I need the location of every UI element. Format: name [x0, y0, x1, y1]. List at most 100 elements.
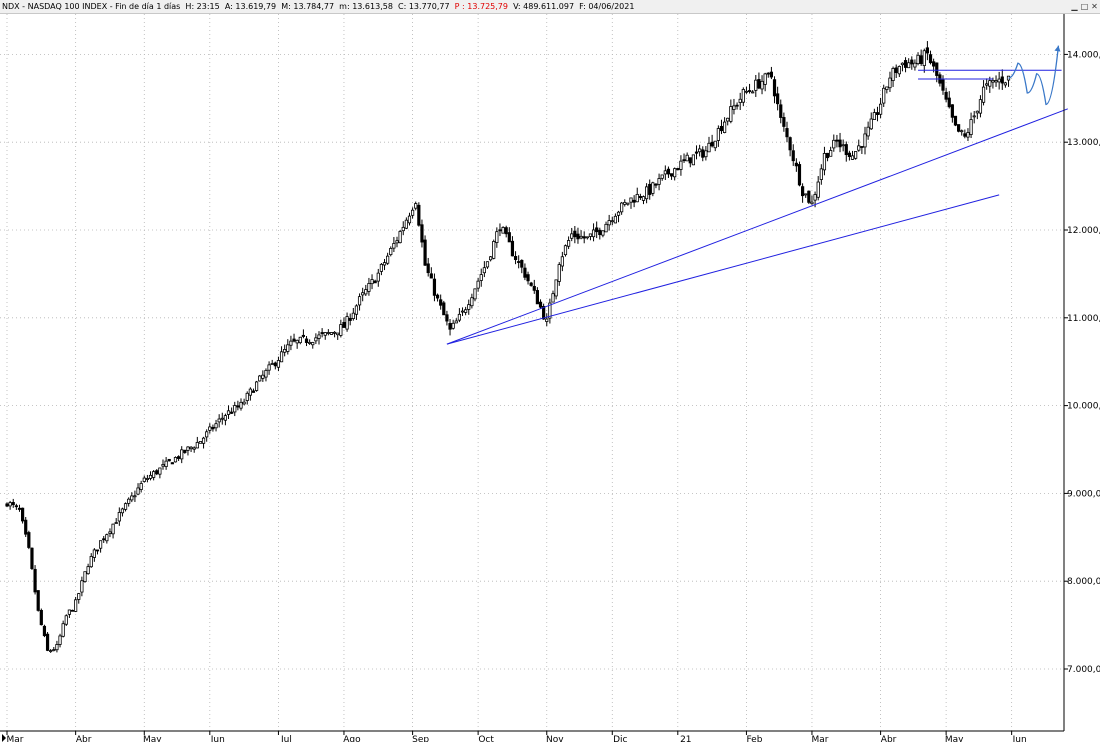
candle-body — [829, 150, 833, 157]
candle-body — [535, 290, 540, 305]
candle-body — [573, 230, 577, 238]
candle-body — [913, 62, 917, 68]
candle-body — [164, 460, 168, 467]
candle-body — [985, 83, 989, 86]
candle-body — [242, 401, 246, 405]
candle-body — [239, 401, 243, 409]
candle-body — [560, 256, 564, 267]
close-icon[interactable]: ✕ — [1091, 2, 1098, 11]
candle-body — [220, 417, 224, 420]
candle-body — [120, 508, 125, 514]
candle-body — [311, 342, 315, 346]
candle-body — [513, 256, 518, 260]
candle-body — [732, 105, 736, 110]
candle-body — [854, 151, 858, 159]
candle-body — [476, 280, 480, 289]
candle-body — [283, 349, 287, 353]
candle-body — [370, 279, 374, 285]
candle-body — [963, 133, 967, 137]
candle-body — [74, 599, 78, 612]
candle-body — [582, 236, 586, 239]
candle-body — [988, 80, 992, 87]
candle-body — [230, 411, 234, 414]
candle-body — [910, 59, 914, 65]
candle-body — [604, 223, 608, 233]
candle-body — [414, 203, 418, 209]
candle-body — [395, 240, 399, 244]
candle-body — [841, 144, 845, 147]
candle-body — [27, 532, 31, 548]
candle-body — [676, 168, 680, 171]
candle-body — [941, 79, 945, 91]
candle-body — [55, 644, 59, 651]
candle-body — [523, 267, 527, 278]
scroll-left-icon[interactable] — [2, 734, 6, 742]
candle-body — [994, 80, 998, 83]
candle-body — [978, 99, 983, 114]
candle-body — [591, 229, 596, 238]
candle-body — [145, 478, 149, 480]
candle-body — [969, 119, 973, 135]
chart-grid — [0, 14, 1064, 731]
header-name: NASDAQ 100 INDEX — [27, 2, 108, 11]
x-tick-label: Abr — [881, 735, 897, 742]
candle-body — [863, 133, 867, 148]
candle-body — [485, 261, 490, 268]
candle-body — [226, 410, 231, 415]
candle-body — [682, 159, 686, 162]
trendline[interactable] — [446, 194, 1000, 345]
y-tick-label: 13.000,00 — [1067, 138, 1100, 148]
candle-body — [379, 263, 384, 272]
candle-body — [89, 556, 93, 568]
maximize-icon[interactable]: □ — [1080, 2, 1089, 11]
candle-body — [623, 201, 627, 205]
candle-body — [538, 301, 543, 308]
candle-body — [997, 78, 1001, 83]
x-tick-label: Feb — [746, 735, 762, 742]
x-tick-label: Jun — [1012, 735, 1027, 742]
candle-body — [903, 60, 908, 68]
candle-body — [972, 115, 976, 118]
candle-body — [83, 571, 87, 583]
candle-body — [813, 194, 817, 201]
candle-body — [329, 332, 334, 335]
candle-body — [501, 227, 505, 234]
candle-body — [691, 154, 696, 166]
candle-body — [30, 547, 34, 569]
header-volume: V: 489.611.097 — [513, 2, 575, 11]
candle-body — [298, 336, 302, 344]
candle-body — [641, 196, 646, 201]
candle-body — [526, 274, 530, 282]
header-period: Fin de día 1 días — [115, 2, 181, 11]
candle-body — [389, 248, 393, 256]
candle-body — [45, 633, 50, 651]
candle-body — [33, 568, 37, 593]
candle-body — [879, 103, 883, 115]
candle-body — [907, 62, 911, 69]
projection-line[interactable] — [1008, 45, 1060, 106]
candle-body — [439, 299, 443, 306]
candle-body — [245, 392, 249, 401]
candle-body — [58, 635, 62, 645]
candle-body — [264, 370, 268, 378]
x-axis: Mar Abr May Jun Jul Ago Sep Oct Nov Dic 21 Feb Mar Ab… — [0, 730, 1064, 745]
candle-body — [105, 534, 109, 542]
candle-body — [233, 405, 237, 413]
candle-body — [217, 418, 221, 423]
candle-body — [882, 87, 886, 104]
candle-body — [273, 362, 277, 367]
candle-body — [460, 310, 465, 313]
minimize-icon[interactable]: ▁ — [1071, 2, 1078, 11]
candle-body — [123, 503, 128, 510]
candle-body — [442, 302, 446, 316]
candle-body — [807, 190, 811, 203]
candle-body — [719, 125, 724, 132]
candle-body — [891, 68, 895, 81]
candle-body — [554, 279, 558, 297]
candle-body — [981, 86, 986, 103]
candle-body — [760, 80, 764, 90]
header-date: F: 04/06/2021 — [579, 2, 635, 11]
trendline[interactable] — [446, 108, 1068, 345]
candle-body — [17, 507, 22, 510]
candle-body — [657, 178, 661, 185]
